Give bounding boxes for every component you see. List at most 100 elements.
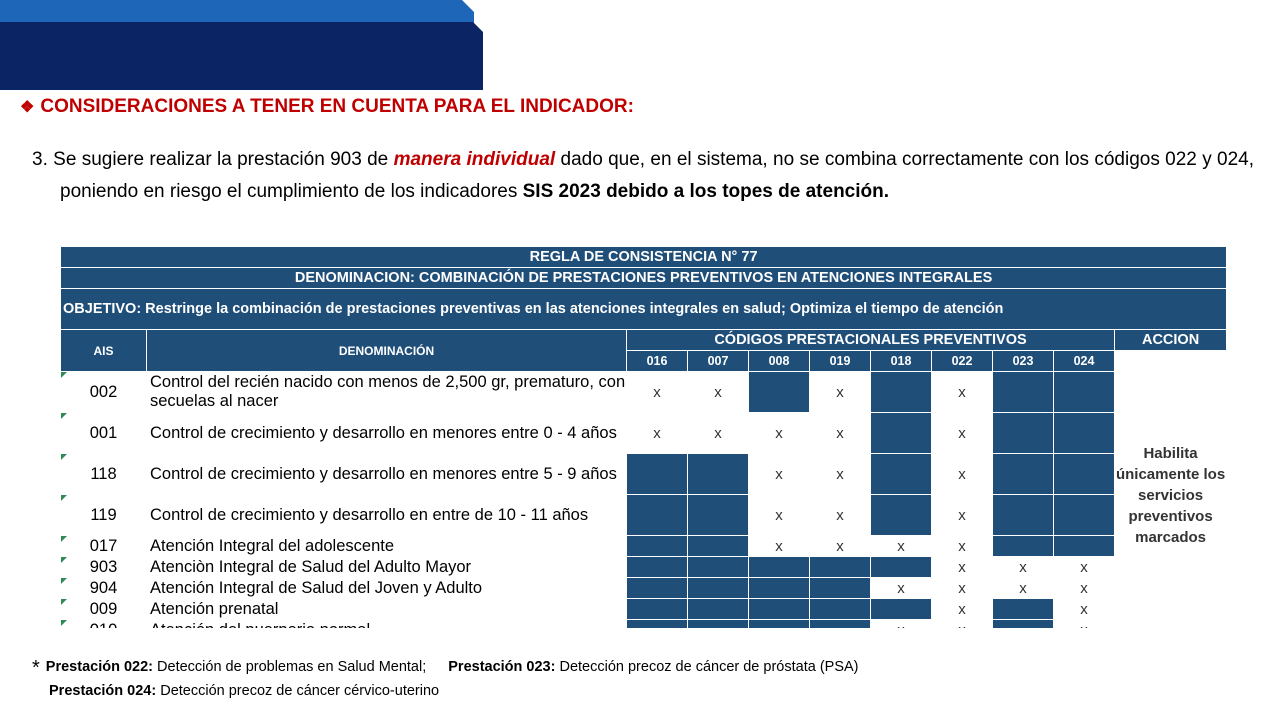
ais-code: 010	[60, 619, 147, 628]
ais-code: 904	[60, 577, 147, 599]
header-banner-dark	[0, 22, 483, 90]
header-accion: ACCION	[1113, 329, 1226, 351]
footnote-022-text: Detección de problemas en Salud Mental;	[153, 659, 427, 675]
denominacion-cell: Atención prenatal	[146, 598, 627, 620]
ais-code: 118	[60, 453, 147, 495]
unmarked-code-cell	[870, 412, 932, 454]
marked-code-cell: x	[687, 412, 749, 454]
consistency-rule-table: REGLA DE CONSISTENCIA N° 77 DENOMINACION…	[60, 246, 1226, 628]
marked-code-cell: x	[931, 598, 993, 620]
ais-code: 001	[60, 412, 147, 454]
marked-code-cell: x	[809, 412, 871, 454]
paragraph-bold-tail: SIS 2023 debido a los topes de atención.	[522, 181, 890, 202]
marked-code-cell: x	[870, 619, 932, 628]
footnote: * Prestación 022: Detección de problemas …	[32, 656, 859, 703]
rule-denomination: DENOMINACION: COMBINACIÓN DE PRESTACIONE…	[60, 267, 1226, 289]
marked-code-cell: x	[992, 556, 1054, 578]
marked-code-cell: x	[809, 371, 871, 413]
unmarked-code-cell	[809, 598, 871, 620]
footnote-023-text: Detección precoz de cáncer de próstata (…	[555, 659, 859, 675]
paragraph-text-2: dado que, en el sistema, no se combina c…	[60, 149, 1254, 202]
marked-code-cell: x	[931, 577, 993, 599]
unmarked-code-cell	[992, 453, 1054, 495]
marked-code-cell: x	[748, 412, 810, 454]
marked-code-cell: x	[748, 453, 810, 495]
footnote-024-text: Detección precoz de cáncer cérvico-uteri…	[156, 683, 440, 699]
unmarked-code-cell	[992, 619, 1054, 628]
rule-objective: OBJETIVO: Restringe la combinación de pr…	[60, 288, 1226, 330]
denominacion-cell: Control de crecimiento y desarrollo en m…	[146, 453, 627, 495]
unmarked-code-cell	[1053, 535, 1115, 557]
denominacion-cell: Control de crecimiento y desarrollo en e…	[146, 494, 627, 536]
marked-code-cell: x	[870, 535, 932, 557]
marked-code-cell: x	[931, 556, 993, 578]
ais-code: 903	[60, 556, 147, 578]
header-codigos: CÓDIGOS PRESTACIONALES PREVENTIVOS	[626, 329, 1115, 351]
marked-code-cell: x	[931, 619, 993, 628]
marked-code-cell: x	[809, 535, 871, 557]
unmarked-code-cell	[748, 577, 810, 599]
marked-code-cell: x	[992, 577, 1054, 599]
denominacion-cell: Atención del puerperio normal	[146, 619, 627, 628]
ais-code: 017	[60, 535, 147, 557]
marked-code-cell: x	[687, 371, 749, 413]
footnote-024-label: Prestación 024:	[49, 683, 157, 699]
unmarked-code-cell	[687, 453, 749, 495]
unmarked-code-cell	[992, 494, 1054, 536]
unmarked-code-cell	[809, 556, 871, 578]
marked-code-cell: x	[626, 371, 688, 413]
unmarked-code-cell	[870, 371, 932, 413]
diamond-bullet-icon: ❖	[20, 99, 35, 116]
marked-code-cell: x	[870, 577, 932, 599]
recommendation-paragraph: 3. Se sugiere realizar la prestación 903…	[32, 144, 1254, 208]
unmarked-code-cell	[626, 453, 688, 495]
unmarked-code-cell	[687, 494, 749, 536]
unmarked-code-cell	[626, 494, 688, 536]
marked-code-cell: x	[931, 453, 993, 495]
unmarked-code-cell	[748, 598, 810, 620]
marked-code-cell: x	[1053, 556, 1115, 578]
unmarked-code-cell	[870, 494, 932, 536]
marked-code-cell: x	[1053, 598, 1115, 620]
footnote-023-label: Prestación 023:	[448, 659, 556, 675]
marked-code-cell: x	[809, 453, 871, 495]
ais-code: 119	[60, 494, 147, 536]
unmarked-code-cell	[626, 619, 688, 628]
marked-code-cell: x	[931, 371, 993, 413]
marked-code-cell: x	[626, 412, 688, 454]
unmarked-code-cell	[748, 371, 810, 413]
unmarked-code-cell	[870, 453, 932, 495]
unmarked-code-cell	[1053, 494, 1115, 536]
marked-code-cell: x	[748, 494, 810, 536]
header-code: 007	[687, 350, 749, 372]
rule-title: REGLA DE CONSISTENCIA N° 77	[60, 246, 1226, 268]
unmarked-code-cell	[687, 556, 749, 578]
unmarked-code-cell	[1053, 371, 1115, 413]
paragraph-text-1: 3. Se sugiere realizar la prestación 903…	[32, 149, 394, 170]
unmarked-code-cell	[687, 577, 749, 599]
marked-code-cell: x	[931, 412, 993, 454]
header-code: 016	[626, 350, 688, 372]
section-heading: ❖ CONSIDERACIONES A TENER EN CUENTA PARA…	[20, 96, 634, 118]
accion-cell: Habilita únicamente los servicios preven…	[1113, 350, 1226, 628]
header-code: 023	[992, 350, 1054, 372]
footnote-star: *	[32, 657, 40, 679]
marked-code-cell: x	[748, 535, 810, 557]
unmarked-code-cell	[992, 535, 1054, 557]
unmarked-code-cell	[748, 619, 810, 628]
header-code: 008	[748, 350, 810, 372]
denominacion-cell: Atención Integral de Salud del Joven y A…	[146, 577, 627, 599]
marked-code-cell: x	[931, 494, 993, 536]
unmarked-code-cell	[626, 535, 688, 557]
marked-code-cell: x	[1053, 619, 1115, 628]
unmarked-code-cell	[748, 556, 810, 578]
header-denominacion: DENOMINACIÓN	[146, 329, 627, 372]
unmarked-code-cell	[992, 412, 1054, 454]
unmarked-code-cell	[626, 577, 688, 599]
marked-code-cell: x	[809, 494, 871, 536]
paragraph-emphasis: manera individual	[393, 149, 556, 170]
header-code: 019	[809, 350, 871, 372]
denominacion-cell: Control de crecimiento y desarrollo en m…	[146, 412, 627, 454]
marked-code-cell: x	[931, 535, 993, 557]
unmarked-code-cell	[992, 598, 1054, 620]
